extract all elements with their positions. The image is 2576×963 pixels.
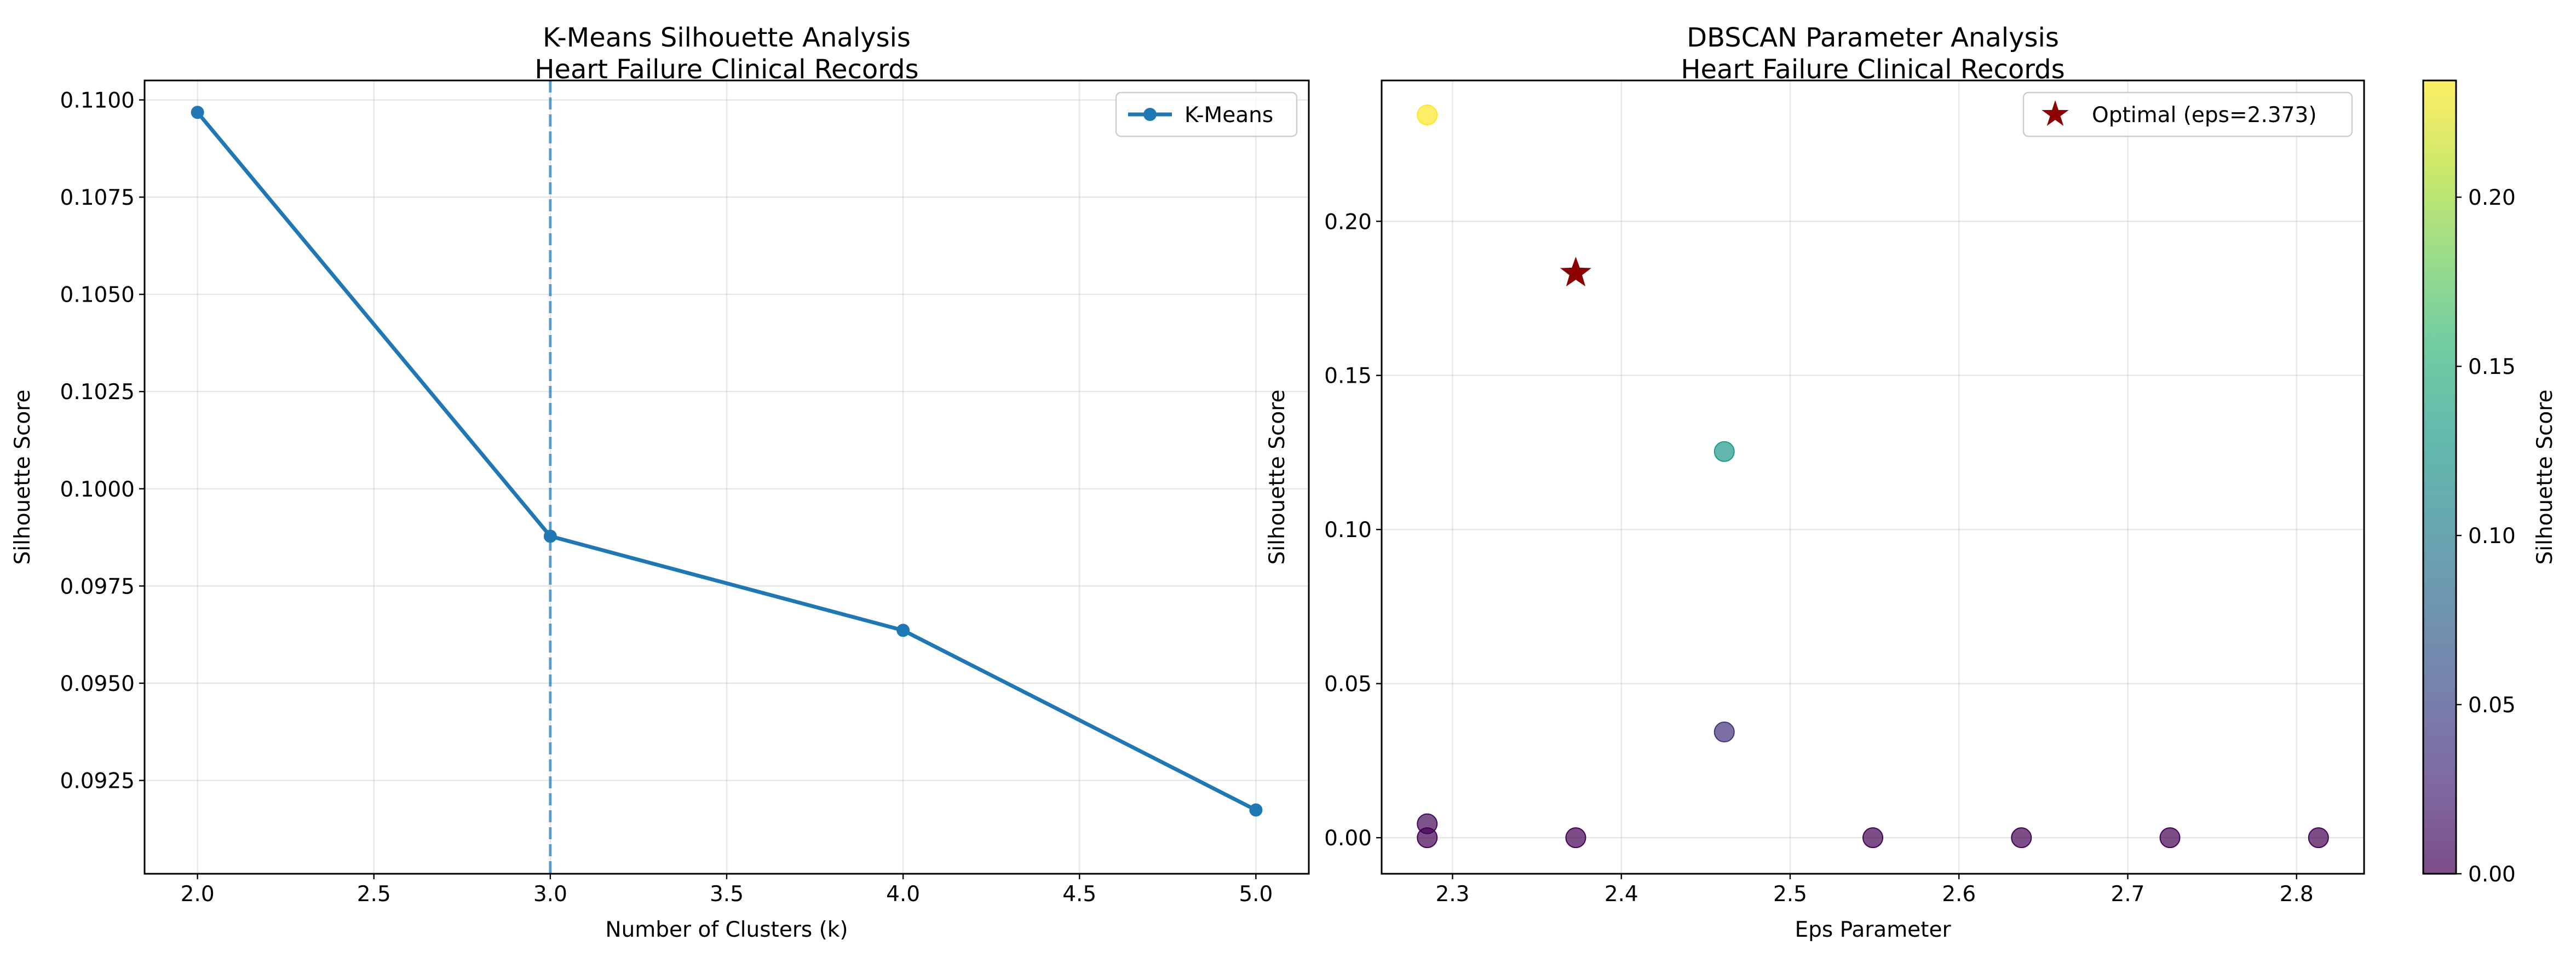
colorbar-tick-label: 0.05	[2468, 693, 2516, 718]
chart-title: DBSCAN Parameter Analysis Heart Failure C…	[1681, 22, 2065, 85]
scatter-point	[1714, 722, 1735, 743]
y-tick-label: 0.0950	[60, 672, 135, 696]
scatter-point	[2308, 827, 2329, 849]
legend-marker-swatch	[1143, 108, 1157, 121]
chart-title-line: K-Means Silhouette Analysis	[543, 22, 911, 53]
optimal-star-marker	[1560, 256, 1592, 287]
scatter-point	[1417, 105, 1438, 126]
x-axis-label: Number of Clusters (k)	[605, 918, 848, 942]
colorbar-tick-label: 0.10	[2468, 524, 2516, 549]
chart-title-line: Heart Failure Clinical Records	[1681, 54, 2065, 85]
data-point	[1249, 803, 1263, 817]
x-tick-label: 2.0	[181, 882, 215, 907]
scatter-point	[1862, 827, 1883, 849]
y-axis-label: Silhouette Score	[1265, 390, 1290, 565]
x-axis-label: Eps Parameter	[1795, 918, 1951, 942]
data-point	[896, 624, 910, 637]
scatter-point	[1417, 827, 1438, 849]
x-tick-label: 2.5	[1773, 882, 1807, 907]
y-tick-label: 0.1025	[60, 380, 135, 405]
colorbar-tick-label: 0.20	[2468, 186, 2516, 210]
legend-label: K-Means	[1185, 103, 1273, 128]
y-tick-label: 0.10	[1324, 518, 1372, 543]
chart-title-line: Heart Failure Clinical Records	[534, 54, 918, 85]
scatter-point	[1714, 441, 1735, 462]
y-tick-label: 0.20	[1324, 210, 1372, 234]
legend-box	[1115, 91, 1298, 137]
x-tick-label: 2.4	[1605, 882, 1638, 907]
y-tick-label: 0.1075	[60, 186, 135, 210]
y-tick-label: 0.00	[1324, 826, 1372, 851]
x-tick-label: 2.7	[2111, 882, 2144, 907]
x-tick-label: 5.0	[1239, 882, 1273, 907]
x-tick-label: 3.5	[710, 882, 744, 907]
y-tick-label: 0.1050	[60, 283, 135, 308]
dbscan-chart: 2.3 2.4 2.5 2.6 2.7 2.8 0.00 0.05 0.10 0.15 0.20 DB…	[1265, 22, 2365, 942]
x-tick-label: 4.0	[886, 882, 920, 907]
chart-title: K-Means Silhouette Analysis Heart Failure…	[534, 22, 918, 85]
chart-title-line: DBSCAN Parameter Analysis	[1687, 22, 2059, 53]
plot-frame	[143, 79, 1310, 875]
colorbar-frame	[2422, 79, 2457, 875]
x-tick-label: 2.8	[2280, 882, 2314, 907]
legend-star-swatch	[2042, 100, 2069, 126]
kmeans-chart: 2.0 2.5 3.0 3.5 4.0 4.5 5.0 0.0925 0.0950 0.0975 0…	[10, 22, 1310, 942]
data-point	[191, 106, 204, 119]
colorbar-tick-label: 0.15	[2468, 355, 2516, 379]
y-tick-label: 0.1000	[60, 477, 135, 502]
scatter-point	[1565, 827, 1586, 849]
scatter-point	[2011, 827, 2032, 849]
y-tick-label: 0.15	[1324, 364, 1372, 389]
y-axis-label: Silhouette Score	[10, 390, 35, 565]
y-tick-label: 0.1100	[60, 89, 135, 113]
y-tick-label: 0.05	[1324, 672, 1372, 697]
series-line-0	[196, 111, 1257, 812]
y-tick-label: 0.0975	[60, 574, 135, 599]
x-tick-label: 2.3	[1435, 882, 1469, 907]
x-tick-label: 2.6	[1942, 882, 1976, 907]
y-tick-label: 0.0925	[60, 769, 135, 794]
x-tick-label: 4.5	[1062, 882, 1096, 907]
plot-frame	[1381, 79, 2365, 875]
colorbar-tick-label: 0.00	[2468, 862, 2516, 887]
x-tick-label: 3.0	[533, 882, 567, 907]
x-tick-label: 2.5	[357, 882, 391, 907]
colorbar-label: Silhouette Score	[2533, 390, 2557, 565]
legend-label: Optimal (eps=2.373)	[2092, 103, 2317, 128]
legend-box	[2022, 91, 2353, 137]
colorbar-gradient	[2423, 80, 2456, 874]
silhouette-colorbar: 0.00 0.05 0.10 0.15 0.20 Silhouette Score	[2422, 79, 2557, 887]
scatter-point	[2159, 827, 2181, 849]
data-point	[543, 529, 557, 543]
